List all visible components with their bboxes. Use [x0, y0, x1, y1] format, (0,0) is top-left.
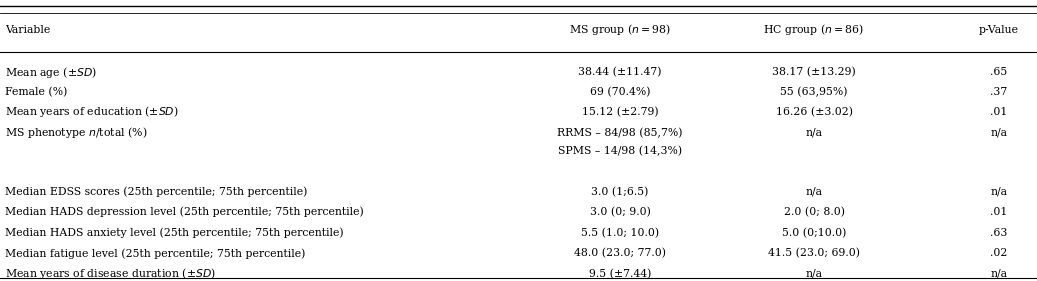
Text: Median fatigue level (25th percentile; 75th percentile): Median fatigue level (25th percentile; 7… — [5, 248, 306, 259]
Text: p-Value: p-Value — [979, 24, 1018, 35]
Text: Mean years of education (±$SD$): Mean years of education (±$SD$) — [5, 104, 179, 119]
Text: n/a: n/a — [990, 187, 1007, 197]
Text: HC group ($n$ = 86): HC group ($n$ = 86) — [763, 22, 865, 37]
Text: Female (%): Female (%) — [5, 87, 67, 97]
Text: 3.0 (0; 9.0): 3.0 (0; 9.0) — [590, 207, 650, 217]
Text: .65: .65 — [990, 67, 1007, 78]
Text: Mean years of disease duration (±$SD$): Mean years of disease duration (±$SD$) — [5, 266, 216, 281]
Text: Median HADS depression level (25th percentile; 75th percentile): Median HADS depression level (25th perce… — [5, 207, 364, 217]
Text: MS phenotype $n$/total (%): MS phenotype $n$/total (%) — [5, 125, 148, 140]
Text: 5.0 (0;10.0): 5.0 (0;10.0) — [782, 228, 846, 238]
Text: SPMS – 14/98 (14,3%): SPMS – 14/98 (14,3%) — [558, 146, 682, 156]
Text: n/a: n/a — [990, 128, 1007, 138]
Text: 55 (63,95%): 55 (63,95%) — [780, 87, 848, 97]
Text: Variable: Variable — [5, 24, 51, 35]
Text: Mean age (±$SD$): Mean age (±$SD$) — [5, 65, 97, 80]
Text: n/a: n/a — [806, 269, 822, 279]
Text: 41.5 (23.0; 69.0): 41.5 (23.0; 69.0) — [768, 248, 860, 259]
Text: 5.5 (1.0; 10.0): 5.5 (1.0; 10.0) — [581, 228, 660, 238]
Text: 2.0 (0; 8.0): 2.0 (0; 8.0) — [784, 207, 844, 217]
Text: 16.26 (±3.02): 16.26 (±3.02) — [776, 107, 852, 117]
Text: Median EDSS scores (25th percentile; 75th percentile): Median EDSS scores (25th percentile; 75t… — [5, 186, 308, 197]
Text: 69 (70.4%): 69 (70.4%) — [590, 87, 650, 97]
Text: RRMS – 84/98 (85,7%): RRMS – 84/98 (85,7%) — [557, 128, 683, 138]
Text: 48.0 (23.0; 77.0): 48.0 (23.0; 77.0) — [574, 248, 666, 259]
Text: .01: .01 — [990, 207, 1007, 217]
Text: .01: .01 — [990, 107, 1007, 117]
Text: Median HADS anxiety level (25th percentile; 75th percentile): Median HADS anxiety level (25th percenti… — [5, 227, 344, 238]
Text: .37: .37 — [990, 87, 1007, 97]
Text: 9.5 (±7.44): 9.5 (±7.44) — [589, 269, 651, 279]
Text: 38.44 (±11.47): 38.44 (±11.47) — [579, 67, 662, 78]
Text: MS group ($n$ = 98): MS group ($n$ = 98) — [569, 22, 671, 37]
Text: n/a: n/a — [806, 187, 822, 197]
Text: n/a: n/a — [990, 269, 1007, 279]
Text: .63: .63 — [990, 228, 1007, 238]
Text: 15.12 (±2.79): 15.12 (±2.79) — [582, 107, 658, 117]
Text: .02: .02 — [990, 248, 1007, 259]
Text: 38.17 (±13.29): 38.17 (±13.29) — [773, 67, 856, 78]
Text: 3.0 (1;6.5): 3.0 (1;6.5) — [591, 187, 649, 197]
Text: n/a: n/a — [806, 128, 822, 138]
